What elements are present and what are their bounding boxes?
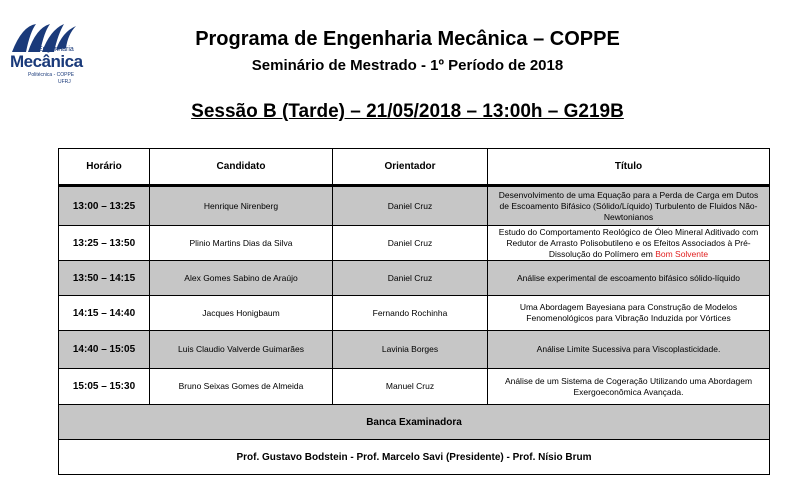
logo: Engenharia Mecânica Politécnica - COPPE … xyxy=(4,22,84,88)
title-cell: Desenvolvimento de uma Equação para a Pe… xyxy=(487,185,770,226)
col-header-time: Horário xyxy=(58,148,150,187)
time-cell: 13:00 – 13:25 xyxy=(58,185,150,226)
col-header-advisor: Orientador xyxy=(332,148,488,187)
candidate-cell: Henrique Nirenberg xyxy=(149,185,333,226)
page-title: Programa de Engenharia Mecânica – COPPE xyxy=(195,28,620,50)
col-header-title: Título xyxy=(487,148,770,187)
time-cell: 13:50 – 14:15 xyxy=(58,260,150,296)
title-cell: Análise experimental de escoamento bifás… xyxy=(487,260,770,296)
advisor-cell: Fernando Rochinha xyxy=(332,295,488,331)
advisor-cell: Daniel Cruz xyxy=(332,225,488,261)
logo-arches-icon xyxy=(12,24,76,52)
table-row: 14:15 – 14:40 Jacques Honigbaum Fernando… xyxy=(58,295,770,331)
candidate-cell: Jacques Honigbaum xyxy=(149,295,333,331)
title-text: Uma Abordagem Bayesiana para Construção … xyxy=(519,302,738,323)
title-cell: Análise Limite Sucessiva para Viscoplast… xyxy=(487,330,770,369)
table-row: 13:25 – 13:50 Plinio Martins Dias da Sil… xyxy=(58,225,770,261)
table-row: 15:05 – 15:30 Bruno Seixas Gomes de Alme… xyxy=(58,368,770,405)
title-cell: Uma Abordagem Bayesiana para Construção … xyxy=(487,295,770,331)
advisor-cell: Daniel Cruz xyxy=(332,185,488,226)
title-cell: Análise de um Sistema de Cogeração Utili… xyxy=(487,368,770,405)
title-text: Análise experimental de escoamento bifás… xyxy=(516,272,741,283)
time-cell: 14:40 – 15:05 xyxy=(58,330,150,369)
time-cell: 15:05 – 15:30 xyxy=(58,368,150,405)
candidate-cell: Bruno Seixas Gomes de Almeida xyxy=(149,368,333,405)
col-header-candidate: Candidato xyxy=(149,148,333,187)
title-cell: Estudo do Comportamento Reológico de Óle… xyxy=(487,225,770,261)
session-heading: Sessão B (Tarde) – 21/05/2018 – 13:00h –… xyxy=(191,101,624,122)
candidate-cell: Luis Claudio Valverde Guimarães xyxy=(149,330,333,369)
banca-label: Banca Examinadora xyxy=(58,404,770,440)
candidate-cell: Alex Gomes Sabino de Araújo xyxy=(149,260,333,296)
time-cell: 14:15 – 14:40 xyxy=(58,295,150,331)
advisor-cell: Daniel Cruz xyxy=(332,260,488,296)
candidate-cell: Plinio Martins Dias da Silva xyxy=(149,225,333,261)
table-row: 13:00 – 13:25 Henrique Nirenberg Daniel … xyxy=(58,185,770,226)
title-text: Análise de um Sistema de Cogeração Utili… xyxy=(504,375,753,397)
title-text: Análise Limite Sucessiva para Viscoplast… xyxy=(536,344,721,354)
advisor-cell: Lavinia Borges xyxy=(332,330,488,369)
table-header: Horário Candidato Orientador Título xyxy=(58,148,770,187)
schedule-table: Horário Candidato Orientador Título 13:0… xyxy=(58,148,770,475)
page-subtitle: Seminário de Mestrado - 1º Período de 20… xyxy=(251,57,564,74)
advisor-cell: Manuel Cruz xyxy=(332,368,488,405)
title-highlight: Bom Solvente xyxy=(655,248,709,259)
table-row: 14:40 – 15:05 Luis Claudio Valverde Guim… xyxy=(58,330,770,369)
banca-members: Prof. Gustavo Bodstein - Prof. Marcelo S… xyxy=(58,439,770,475)
title-text: Estudo do Comportamento Reológico de Óle… xyxy=(498,226,759,259)
time-cell: 13:25 – 13:50 xyxy=(58,225,150,261)
title-text: Desenvolvimento de uma Equação para a Pe… xyxy=(498,189,759,222)
table-row: 13:50 – 14:15 Alex Gomes Sabino de Araúj… xyxy=(58,260,770,296)
